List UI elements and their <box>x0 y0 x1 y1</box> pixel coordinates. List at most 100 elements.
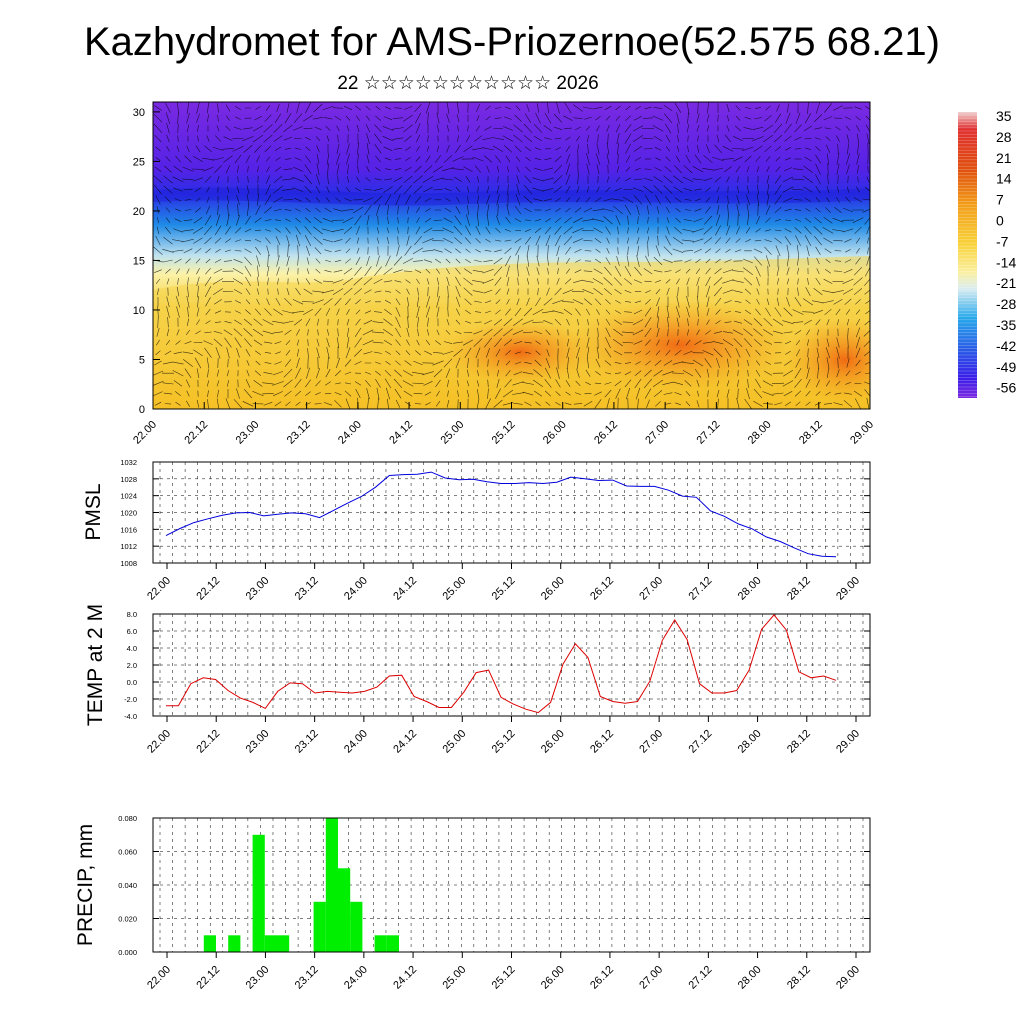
y-tick-label: 0.000 <box>118 948 137 957</box>
temp-panel: -4.0 -2.0 0.0 2.0 4.0 6.0 8.0 22.00 22.12 23.00 23… <box>84 604 871 756</box>
colorbar-label: -56 <box>996 380 1016 396</box>
x-tick-label: 28.00 <box>736 728 764 756</box>
x-tick-label: 25.12 <box>490 728 518 756</box>
y-tick-label: 0.040 <box>118 881 137 890</box>
y-tick-label: 1020 <box>120 509 137 518</box>
colorbar: 35 28 21 14 7 0 -7 -14 -21 -28 -35 -42 -49 -56 <box>958 108 1016 398</box>
pmsl-ylabel: PMSL <box>82 483 105 540</box>
precip-bar <box>350 901 363 953</box>
x-tick-label: 25.00 <box>440 575 468 603</box>
colorbar-label: -42 <box>996 338 1016 354</box>
x-tick-label: 28.12 <box>797 419 825 447</box>
y-tick-label: 0.0 <box>127 678 137 687</box>
x-tick-label: 27.12 <box>687 964 715 992</box>
colorbar-labels: 35 28 21 14 7 0 -7 -14 -21 -28 -35 -42 -49 -56 <box>996 108 1016 396</box>
wind-vector-field <box>153 102 870 409</box>
precip-axes: 0.000 0.020 0.040 0.060 0.080 22.00 22.12 23.00… <box>118 814 870 992</box>
x-tick-label: 26.00 <box>539 964 567 992</box>
colorbar-label: 7 <box>996 192 1004 208</box>
wind-vectors <box>153 102 870 409</box>
tropopause-band <box>153 187 870 206</box>
y-tick-label: 1008 <box>120 559 137 568</box>
vertical-section-panel: 0 5 10 15 20 25 30 22.00 22.12 23.00 23.12 24.00 24… <box>131 101 876 447</box>
precip-bar <box>313 901 326 953</box>
x-tick-label: 27.00 <box>637 728 665 756</box>
precip-bar <box>325 818 338 952</box>
precip-bar <box>386 935 399 953</box>
x-tick-label: 24.12 <box>391 728 419 756</box>
colorbar-label: 35 <box>996 108 1012 124</box>
x-tick-label: 27.12 <box>687 575 715 603</box>
x-tick-label: 22.12 <box>194 728 222 756</box>
y-tick-label: 1032 <box>120 458 137 467</box>
colorbar-label: 28 <box>996 129 1012 145</box>
x-tick-label: 22.00 <box>131 419 159 447</box>
y-tick-label: 15 <box>133 255 145 267</box>
warm-core-27 <box>570 300 790 390</box>
vertical-section-y-axis: 0 5 10 15 20 25 30 <box>133 107 160 416</box>
y-tick-label: 10 <box>133 305 145 317</box>
x-tick-label: 29.00 <box>834 728 862 756</box>
x-tick-label: 28.00 <box>736 575 764 603</box>
y-tick-label: -2.0 <box>124 695 137 704</box>
colorbar-label: 21 <box>996 150 1012 166</box>
precip-bar <box>228 935 241 953</box>
y-tick-label: 0.080 <box>118 814 137 823</box>
x-tick-label: 25.12 <box>490 964 518 992</box>
y-tick-label: 2.0 <box>127 661 137 670</box>
colorbar-label: -21 <box>996 275 1016 291</box>
x-tick-label: 29.00 <box>834 964 862 992</box>
colorbar-label: -49 <box>996 359 1016 375</box>
precip-panel: 0.000 0.020 0.040 0.060 0.080 22.00 22.12 23.00… <box>74 814 871 992</box>
x-tick-label: 24.12 <box>387 419 415 447</box>
y-tick-label: 8.0 <box>127 610 137 619</box>
precip-bar <box>264 935 277 953</box>
x-tick-label: 28.00 <box>736 964 764 992</box>
x-tick-label: 28.12 <box>785 575 813 603</box>
x-tick-label: 23.00 <box>244 964 272 992</box>
x-tick-label: 26.12 <box>592 419 620 447</box>
x-tick-label: 28.12 <box>785 728 813 756</box>
temp-ylabel: TEMP at 2 M <box>84 604 107 726</box>
colorbar-gradient <box>958 112 977 398</box>
temp-axes: -4.0 -2.0 0.0 2.0 4.0 6.0 8.0 22.00 22.12 23.00 23… <box>124 610 870 756</box>
y-tick-label: 1028 <box>120 475 137 484</box>
precip-bar <box>277 935 290 953</box>
colorbar-label: -7 <box>996 233 1009 249</box>
precip-ylabel: PRECIP, mm <box>74 824 97 946</box>
x-tick-label: 27.12 <box>695 419 723 447</box>
x-tick-label: 25.00 <box>440 728 468 756</box>
x-tick-label: 23.12 <box>285 419 313 447</box>
x-tick-label: 22.00 <box>145 575 173 603</box>
x-tick-label: 26.00 <box>539 575 567 603</box>
x-tick-label: 29.00 <box>834 575 862 603</box>
temp-grid <box>153 613 870 717</box>
y-tick-label: 1016 <box>120 525 137 534</box>
x-tick-label: 24.00 <box>342 575 370 603</box>
precip-bar <box>252 834 265 953</box>
colorbar-label: -28 <box>996 296 1016 312</box>
x-tick-label: 26.00 <box>539 728 567 756</box>
y-tick-label: 4.0 <box>127 644 137 653</box>
colorbar-label: 0 <box>996 213 1004 229</box>
precip-bars <box>203 818 399 953</box>
x-tick-label: 27.00 <box>643 419 671 447</box>
x-tick-label: 24.12 <box>391 964 419 992</box>
y-tick-label: -4.0 <box>124 712 137 721</box>
y-tick-label: 25 <box>133 156 145 168</box>
x-tick-label: 25.12 <box>490 575 518 603</box>
warm-layer-upper <box>153 256 870 300</box>
colorbar-label: 14 <box>996 171 1012 187</box>
x-tick-label: 22.12 <box>182 419 210 447</box>
x-tick-label: 23.00 <box>244 575 272 603</box>
x-tick-label: 26.12 <box>588 728 616 756</box>
x-tick-label: 23.12 <box>293 728 321 756</box>
x-tick-label: 29.00 <box>848 419 876 447</box>
colorbar-label: -35 <box>996 317 1016 333</box>
precip-grid <box>153 817 870 953</box>
x-tick-label: 27.00 <box>637 575 665 603</box>
chart-subtitle: 22 ☆☆☆☆☆☆☆☆☆☆☆ 2026 <box>337 73 599 94</box>
y-tick-label: 30 <box>133 107 145 119</box>
x-tick-label: 23.12 <box>293 964 321 992</box>
